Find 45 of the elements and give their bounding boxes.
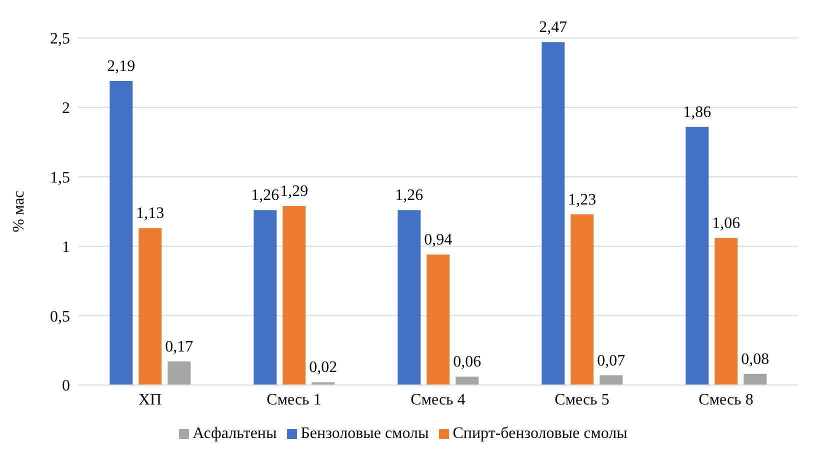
legend-label: Бензоловые смолы [300, 425, 429, 442]
y-tick-label: 1 [62, 238, 70, 256]
y-tick-label: 0 [62, 378, 70, 395]
legend-label: Асфальтены [192, 425, 277, 442]
data-label: 2,19 [107, 58, 136, 76]
bar [138, 228, 162, 385]
y-tick-label: 2,5 [50, 30, 70, 48]
y-axis-title: % мас [10, 190, 28, 232]
bar [456, 376, 479, 385]
data-label: 1,29 [280, 182, 308, 200]
bar [398, 210, 421, 385]
x-tick-label: Смесь 1 [266, 391, 322, 408]
data-label: 1,23 [568, 191, 596, 208]
data-label: 1,06 [712, 214, 740, 232]
bar [312, 382, 335, 385]
legend-label: Спирт-бензоловые смолы [452, 425, 628, 442]
bar [110, 81, 133, 385]
x-tick-label: Смесь 4 [410, 391, 466, 408]
bar [542, 42, 565, 385]
bar [600, 375, 623, 385]
data-label: 2,47 [539, 19, 568, 36]
bar [168, 361, 191, 385]
y-tick-label: 0,5 [50, 308, 70, 326]
bar [714, 238, 738, 385]
data-label: 1,86 [683, 104, 712, 121]
data-label: 0,06 [453, 354, 482, 371]
data-label: 1,26 [251, 187, 280, 204]
bar [570, 214, 594, 385]
data-label: 0,07 [597, 352, 626, 370]
bar [686, 126, 709, 385]
data-label: 1,26 [395, 187, 424, 204]
data-label: 0,94 [424, 232, 452, 249]
data-label: 1,13 [136, 205, 164, 222]
bar [744, 374, 767, 385]
data-label: 0,17 [165, 338, 194, 356]
x-tick-label: Смесь 8 [698, 391, 754, 408]
data-label: 0,02 [309, 359, 338, 376]
data-label: 0,08 [741, 350, 770, 368]
bar [254, 210, 277, 385]
bar [426, 254, 450, 385]
y-tick-label: 1,5 [50, 169, 70, 186]
x-tick-label: Смесь 5 [554, 391, 610, 408]
y-tick-label: 2 [62, 100, 70, 118]
bar [282, 206, 306, 385]
x-tick-label: ХП [138, 391, 162, 408]
